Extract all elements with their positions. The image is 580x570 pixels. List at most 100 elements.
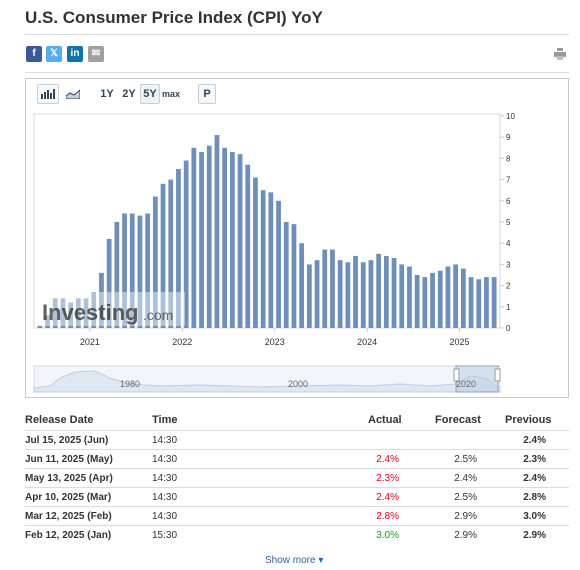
cpi-bar (176, 169, 181, 328)
previous-cell: 2.3% (523, 454, 546, 465)
cpi-bar (45, 315, 50, 328)
cpi-bar (152, 196, 158, 328)
cpi-bar (299, 243, 305, 328)
cpi-bar (37, 325, 43, 328)
cpi-bar (229, 152, 235, 328)
cpi-bar (183, 160, 189, 328)
release-date-cell: Feb 12, 2025 (Jan) (25, 530, 112, 541)
y-tick-label: 3 (506, 260, 511, 269)
previous-cell: 2.4% (523, 473, 546, 484)
cpi-bar (330, 249, 335, 328)
cpi-bar (268, 192, 274, 328)
cpi-bar (414, 275, 420, 328)
cpi-bar (99, 272, 104, 328)
email-share-icon[interactable]: ✉ (88, 46, 104, 62)
header-previous: Previous (505, 414, 552, 426)
y-tick-label: 9 (506, 133, 511, 142)
cpi-bar (91, 291, 97, 328)
chart-container (25, 78, 569, 398)
watermark-suffix: .com (143, 307, 173, 323)
actual-cell: 2.8% (376, 511, 399, 522)
twitter-share-icon[interactable]: 𝕏 (46, 46, 62, 62)
show-more-link[interactable]: Show more ▾ (265, 555, 324, 566)
release-date-cell: May 13, 2025 (Apr) (25, 473, 113, 484)
previous-cell: 3.0% (523, 511, 546, 522)
table-row: May 13, 2025 (Apr) 14:30 2.3% 2.4% 2.4% (25, 468, 569, 487)
title-divider (25, 34, 569, 35)
watermark-brand: Investing (42, 300, 139, 325)
cpi-bar (460, 268, 466, 328)
cpi-bar (276, 200, 281, 328)
cpi-bar (245, 164, 251, 328)
cpi-bar (160, 183, 166, 328)
forecast-cell: 2.9% (454, 511, 477, 522)
cpi-bar (145, 213, 151, 328)
table-row: Feb 12, 2025 (Jan) 15:30 3.0% 2.9% 2.9% (25, 525, 569, 544)
range-5y-button[interactable]: 5Y (140, 84, 160, 104)
cpi-bar (368, 260, 374, 328)
cpi-bar (407, 266, 412, 328)
cpi-bar (383, 255, 389, 328)
cpi-bar (260, 190, 266, 328)
plot-area (33, 113, 501, 329)
cpi-bar (168, 179, 174, 328)
cpi-bar (191, 147, 197, 328)
cpi-bar (253, 177, 258, 328)
cpi-bar (83, 298, 89, 328)
area-chart-toggle[interactable] (62, 84, 84, 104)
time-cell: 14:30 (152, 511, 178, 522)
cpi-bar (68, 302, 74, 328)
cpi-bar (391, 258, 397, 328)
forecast-cell: 2.4% (454, 473, 477, 484)
release-date-cell: Jun 11, 2025 (May) (25, 454, 113, 465)
range-max-button[interactable]: max (162, 89, 181, 99)
cpi-bar (345, 262, 351, 328)
cpi-bar (283, 222, 289, 328)
cpi-bar (60, 298, 66, 328)
x-tick-label: 2022 (172, 337, 192, 347)
navigator-label: 2000 (288, 379, 308, 389)
cpi-bar (129, 213, 135, 328)
y-tick-label: 7 (506, 176, 511, 185)
forecast-cell: 2.5% (454, 492, 477, 503)
forecast-cell: 2.9% (454, 530, 477, 541)
p-button[interactable]: P (198, 84, 216, 104)
facebook-share-icon[interactable]: f (26, 46, 42, 62)
y-tick-label: 6 (506, 197, 511, 206)
y-tick-label: 2 (506, 282, 511, 291)
cpi-bar (476, 279, 482, 328)
bar-chart-icon (41, 89, 55, 99)
cpi-bar (237, 154, 243, 328)
x-tick-label: 2025 (449, 337, 469, 347)
linkedin-share-icon[interactable]: in (67, 46, 83, 62)
cpi-bar (306, 264, 312, 328)
x-tick-label: 2021 (80, 337, 100, 347)
cpi-bar (437, 270, 443, 328)
release-date-cell: Mar 12, 2025 (Feb) (25, 511, 112, 522)
previous-cell: 2.9% (523, 530, 546, 541)
y-tick-label: 10 (506, 112, 515, 121)
range-1y-button[interactable]: 1Y (100, 88, 114, 100)
cpi-bar (353, 255, 358, 328)
navigator-handle-left (453, 368, 460, 382)
y-tick-label: 1 (506, 303, 511, 312)
cpi-bar (360, 262, 366, 328)
cpi-bar (214, 135, 220, 328)
cpi-bar (453, 264, 459, 328)
print-icon[interactable] (554, 48, 566, 60)
range-2y-button[interactable]: 2Y (122, 88, 136, 100)
table-row: Jul 15, 2025 (Jun) 14:30 2.4% (25, 430, 569, 449)
previous-cell: 2.4% (523, 435, 546, 446)
cpi-bar (491, 277, 497, 328)
cpi-bar (222, 147, 228, 328)
y-tick-label: 5 (506, 218, 511, 227)
area-chart-icon (66, 89, 80, 99)
actual-cell: 3.0% (376, 530, 399, 541)
cpi-bar (314, 260, 320, 328)
cpi-bar (322, 249, 328, 328)
actual-cell: 2.3% (376, 473, 399, 484)
x-tick-label: 2023 (265, 337, 285, 347)
time-cell: 14:30 (152, 492, 178, 503)
bar-chart-toggle[interactable] (37, 84, 59, 104)
x-tick-label: 2024 (357, 337, 377, 347)
